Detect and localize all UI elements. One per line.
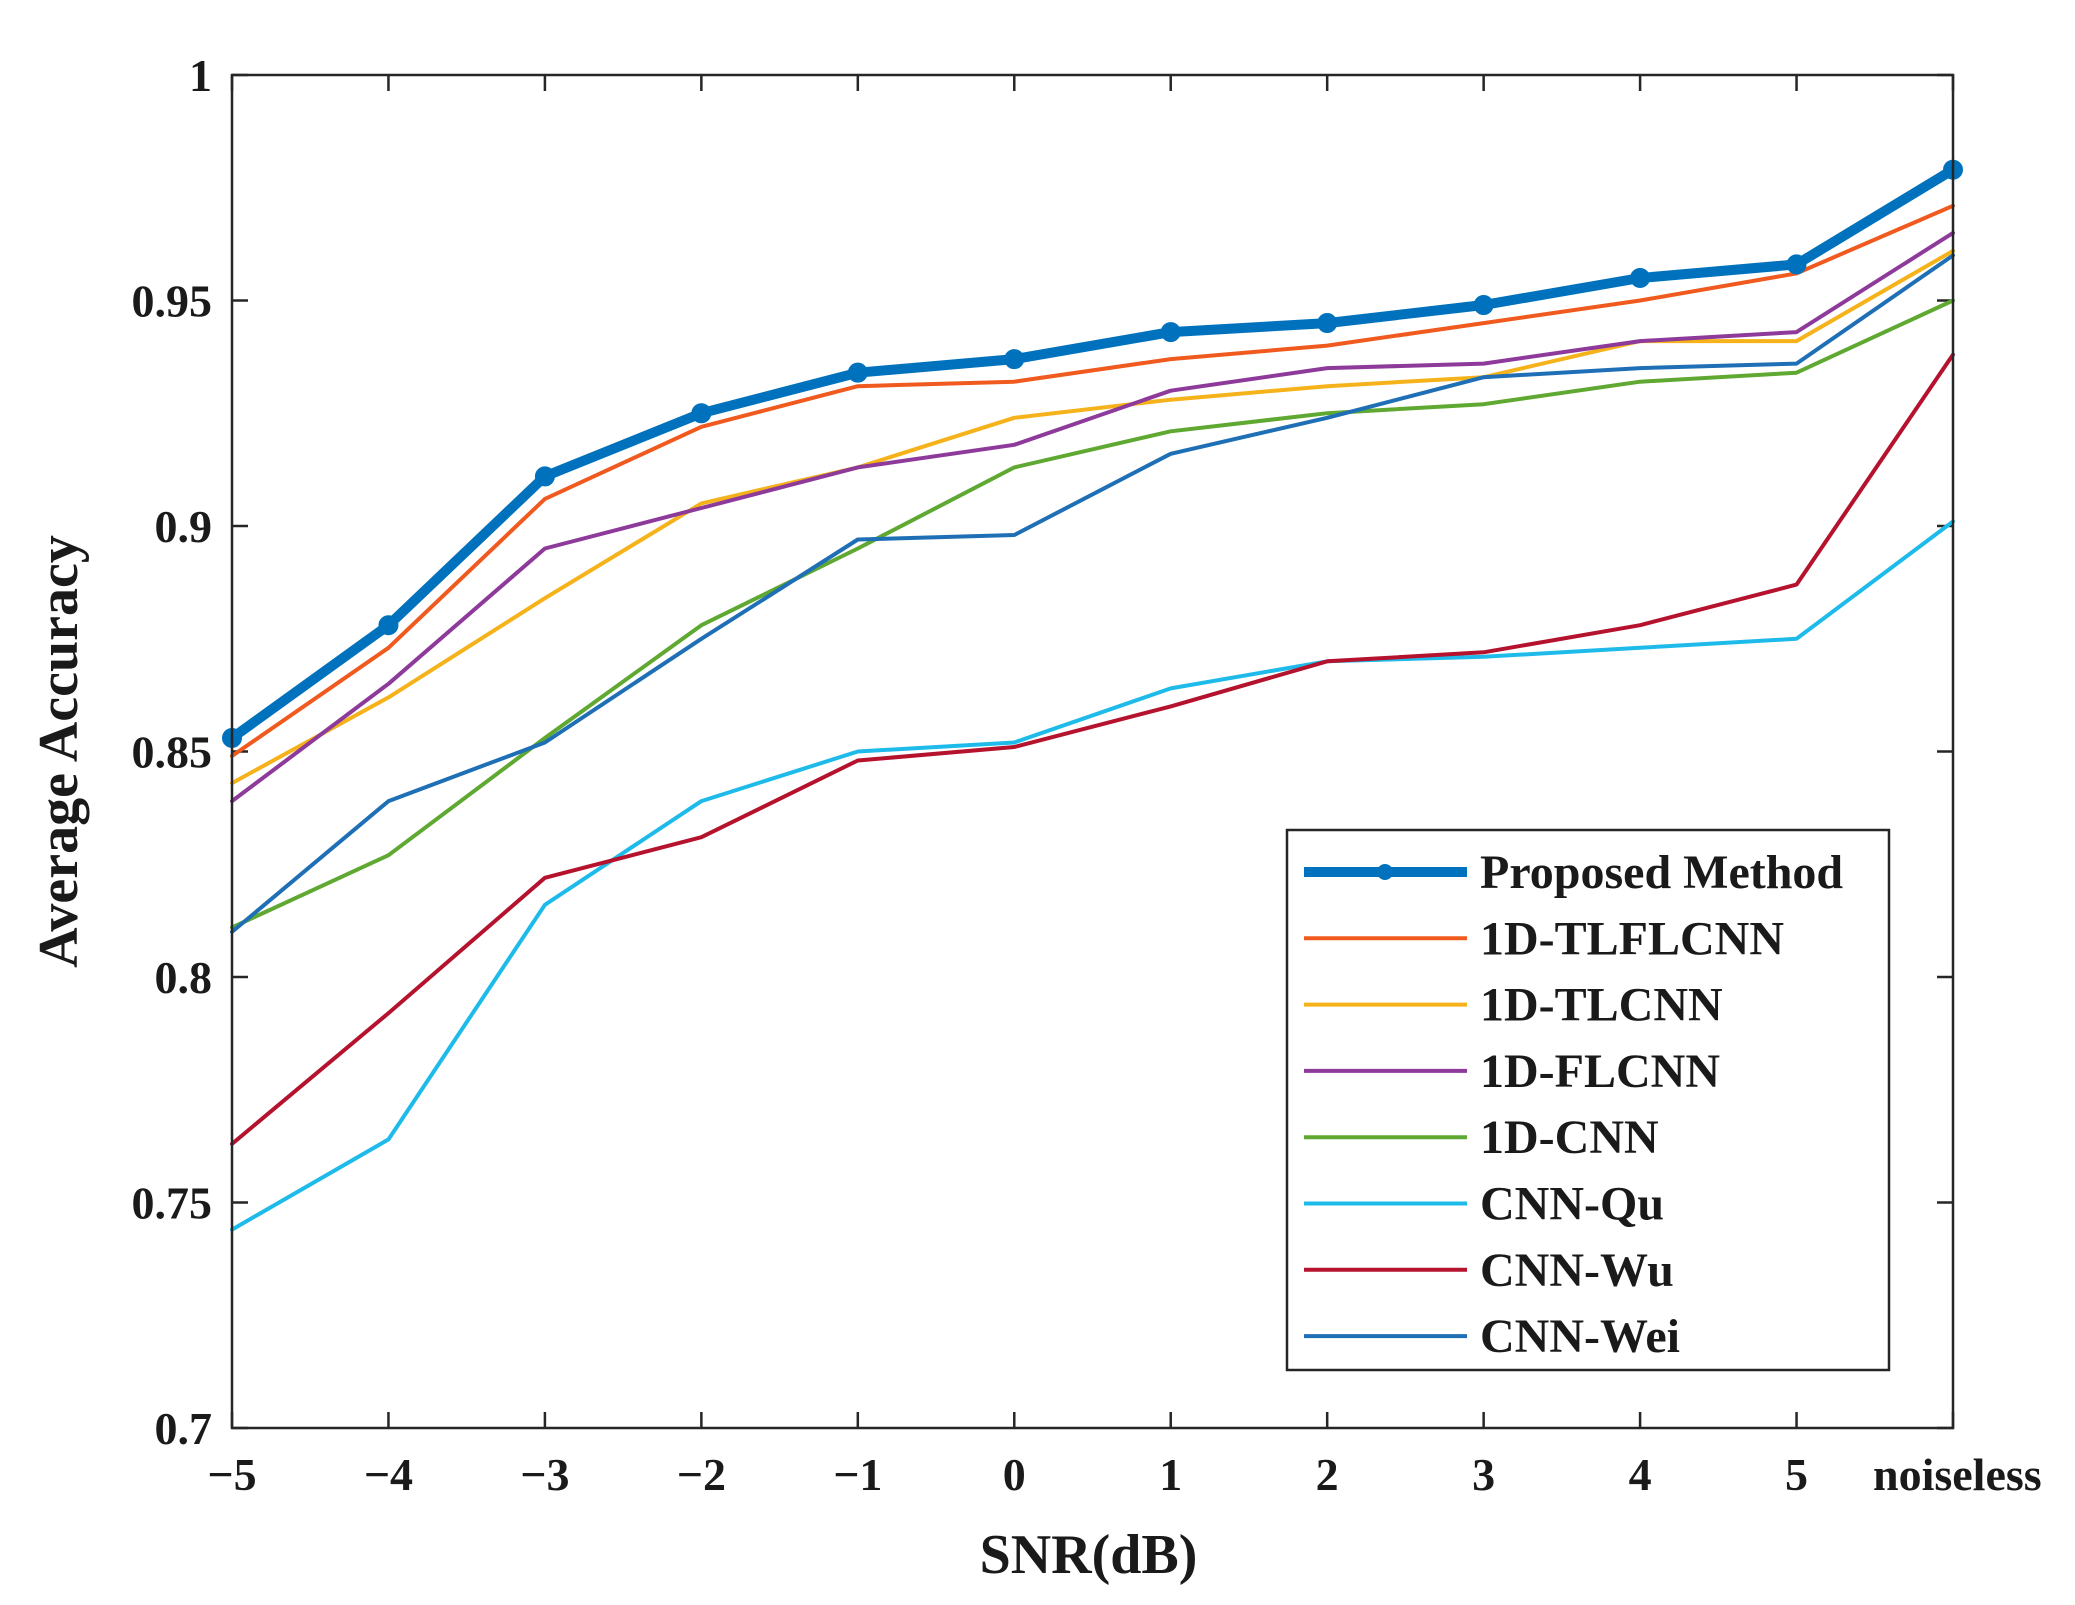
x-tick-label: 1 — [1159, 1449, 1182, 1500]
y-tick-label: 0.8 — [155, 952, 213, 1003]
y-tick-label: 1 — [189, 50, 212, 101]
series-1d-cnn — [230, 298, 1955, 930]
legend-entry: Proposed Method — [1304, 846, 1843, 899]
y-axis-title: Average Accuracy — [28, 535, 90, 968]
series-cnn-qu — [230, 519, 1955, 1232]
series-cnn-wei — [230, 253, 1955, 934]
data-point — [1317, 313, 1338, 334]
data-point — [1160, 322, 1181, 343]
data-point — [1004, 349, 1025, 370]
data-point — [691, 403, 712, 424]
plot-frame — [230, 73, 1955, 1430]
series-proposed-method — [222, 159, 1963, 748]
legend-entry: CNN-Wei — [1304, 1310, 1680, 1363]
x-tick-label: −3 — [520, 1449, 569, 1500]
legend: Proposed Method 1D-TLFLCNN 1D-TLCNN 1D-FLCN… — [1285, 828, 1891, 1372]
legend-label: Proposed Method — [1480, 846, 1843, 899]
data-point — [1473, 295, 1494, 316]
legend-label: 1D-TLCNN — [1480, 979, 1723, 1032]
y-tick-label: 0.75 — [132, 1178, 213, 1229]
legend-label: 1D-FLCNN — [1480, 1045, 1720, 1098]
legend-entry: 1D-TLCNN — [1304, 979, 1723, 1032]
legend-label: 1D-CNN — [1480, 1111, 1659, 1164]
series-line — [230, 298, 1955, 930]
x-tick-label: 2 — [1316, 1449, 1339, 1500]
x-tick-label: −5 — [207, 1449, 256, 1500]
series-line — [230, 519, 1955, 1232]
legend-label: CNN-Wei — [1480, 1310, 1680, 1363]
x-tick-label: 0 — [1003, 1449, 1026, 1500]
series-line — [230, 230, 1955, 804]
data-point — [847, 362, 868, 383]
series-layer — [222, 159, 1963, 1232]
x-tick-label: noiseless — [1873, 1449, 2042, 1500]
series-line — [230, 248, 1955, 786]
legend-entry: CNN-Qu — [1304, 1178, 1664, 1231]
series-cnn-wu — [230, 352, 1955, 1146]
x-axis-title: SNR(dB) — [980, 1524, 1198, 1586]
legend-entry: CNN-Wu — [1304, 1244, 1674, 1297]
legend-label: CNN-Wu — [1480, 1244, 1674, 1297]
x-tick-label: 3 — [1472, 1449, 1495, 1500]
series-1d-tlflcnn — [230, 203, 1955, 758]
series-line — [227, 164, 1958, 743]
legend-entry: 1D-CNN — [1304, 1111, 1659, 1164]
x-tick-label: −4 — [364, 1449, 413, 1500]
series-line — [230, 352, 1955, 1146]
legend-label: CNN-Qu — [1480, 1178, 1664, 1231]
series-1d-flcnn — [230, 230, 1955, 804]
legend-entry: 1D-TLFLCNN — [1304, 912, 1784, 965]
y-tick-label: 0.9 — [155, 501, 213, 552]
data-point — [378, 615, 399, 636]
x-tick-label: −2 — [677, 1449, 726, 1500]
series-1d-tlcnn — [230, 248, 1955, 786]
x-tick-label: 5 — [1785, 1449, 1808, 1500]
y-tick-label: 0.85 — [132, 727, 213, 778]
x-tick-label: 4 — [1629, 1449, 1652, 1500]
legend-entry: 1D-FLCNN — [1304, 1045, 1720, 1098]
legend-marker — [1377, 864, 1393, 880]
x-tick-label: −1 — [833, 1449, 882, 1500]
legend-box — [1285, 828, 1891, 1372]
data-point — [1630, 267, 1651, 288]
data-point — [1786, 254, 1807, 275]
series-line — [230, 203, 1955, 758]
series-line — [230, 253, 1955, 934]
y-tick-label: 0.7 — [155, 1403, 213, 1454]
y-axis-ticks: 0.7 0.75 0.8 0.85 0.9 0.95 1 — [132, 50, 1953, 1454]
legend-label: 1D-TLFLCNN — [1480, 912, 1784, 965]
x-axis-ticks: −5 −4 −3 −2 −1 0 1 2 3 4 5 noiseless — [207, 75, 2042, 1500]
y-tick-label: 0.95 — [132, 276, 213, 327]
data-point — [534, 466, 555, 487]
